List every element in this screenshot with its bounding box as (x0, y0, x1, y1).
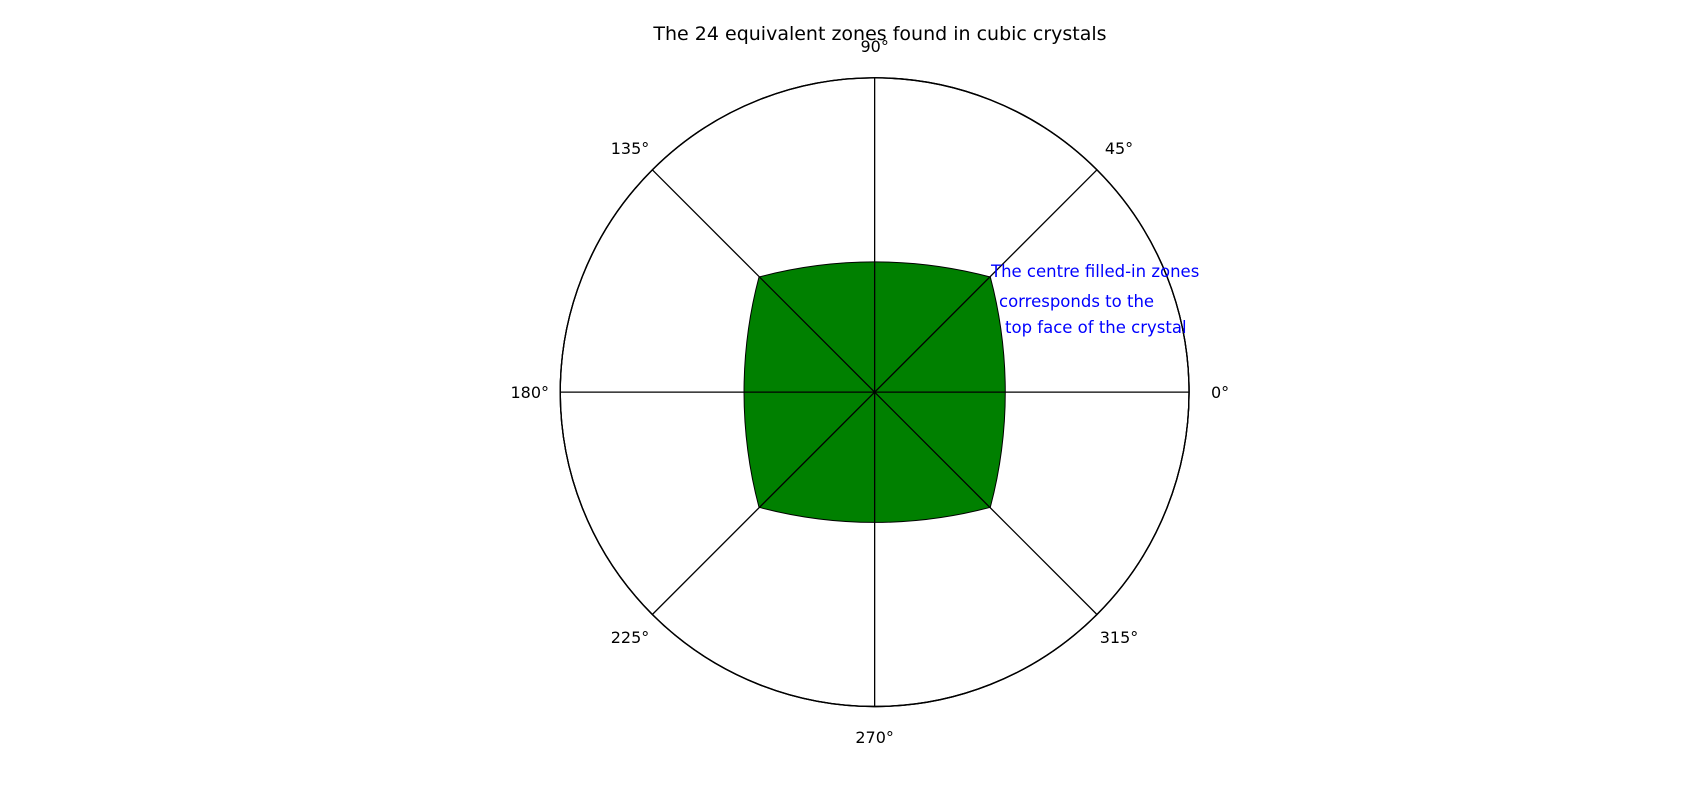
angle-label-180: 180° (510, 383, 549, 402)
angle-label-45: 45° (1105, 139, 1133, 158)
angle-label-315: 315° (1100, 628, 1139, 647)
zone-line-135-315 (651, 169, 1098, 615)
annotation: The centre filled-in zones corresponds t… (990, 262, 1199, 337)
angle-label-0: 0° (1211, 383, 1229, 402)
angle-label-225: 225° (611, 628, 650, 647)
angle-label-135: 135° (611, 139, 650, 158)
zone-arc-lower-horizontal (559, 392, 1190, 708)
angle-label-270: 270° (855, 728, 894, 747)
annotation-line-3: top face of the crystal (1005, 318, 1187, 337)
zone-arc-upper-horizontal (559, 77, 1190, 393)
annotation-line-1: The centre filled-in zones (990, 262, 1199, 281)
annotation-line-2: corresponds to the (999, 292, 1154, 311)
diagram-title: The 24 equivalent zones found in cubic c… (652, 23, 1106, 45)
angle-label-90: 90° (860, 37, 888, 56)
